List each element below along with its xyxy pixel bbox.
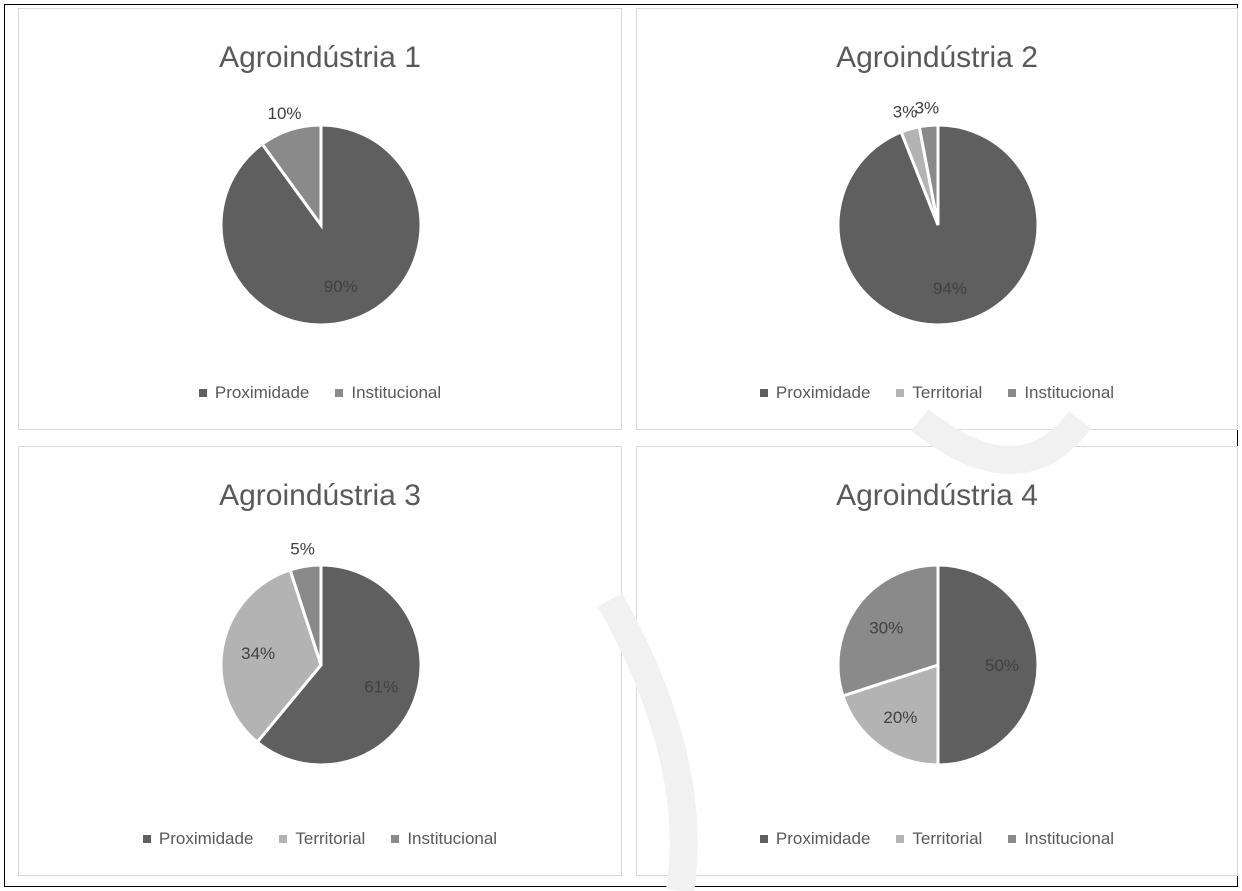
legend-swatch bbox=[896, 389, 905, 397]
legend-label: Proximidade bbox=[775, 383, 871, 402]
legend-swatch bbox=[896, 835, 905, 843]
pie-slice-territorial bbox=[841, 662, 940, 767]
chart-title: Agroindústria 2 bbox=[836, 41, 1038, 74]
chart-panel-agroindustria-2: Agroindústria 2 94% 3% 3% Proximidade Terri… bbox=[636, 8, 1238, 430]
legend-label: Proximidade bbox=[158, 829, 254, 848]
pie-slice-institucional bbox=[917, 123, 940, 226]
legend-item-institucional: Institucional bbox=[391, 829, 497, 849]
pie-chart: 50% 20% 30% bbox=[836, 563, 1040, 767]
legend-label: Institucional bbox=[1024, 829, 1115, 848]
legend-label: Territorial bbox=[295, 829, 366, 848]
data-label-institucional: 10% bbox=[268, 104, 302, 123]
legend-swatch bbox=[198, 389, 207, 397]
legend-label: Institucional bbox=[407, 829, 498, 848]
pie-slice-institucional bbox=[260, 123, 323, 230]
legend-item-territorial: Territorial bbox=[896, 383, 982, 403]
pie-chart: 90% 10% bbox=[219, 104, 423, 327]
legend: Proximidade Territorial Institucional bbox=[19, 828, 621, 849]
legend-item-proximidade: Proximidade bbox=[759, 383, 871, 403]
legend-item-proximidade: Proximidade bbox=[142, 829, 254, 849]
pie-chart: 94% 3%3% bbox=[836, 99, 1040, 327]
pie-slice-proximidade bbox=[936, 563, 1040, 767]
legend-item-institucional: Institucional bbox=[1008, 383, 1114, 403]
chart-title: Agroindústria 3 bbox=[219, 479, 421, 512]
legend-item-institucional: Institucional bbox=[335, 383, 441, 403]
legend-label: Territorial bbox=[912, 829, 983, 848]
data-label-institucional: 30% bbox=[869, 618, 903, 637]
data-label-territorial: 3% bbox=[893, 103, 918, 122]
legend: Proximidade Territorial Institucional bbox=[637, 828, 1237, 849]
legend-swatch bbox=[391, 835, 400, 843]
pie-chart: 61% 34% 5% bbox=[219, 539, 423, 767]
legend-label: Territorial bbox=[912, 383, 983, 402]
legend-swatch bbox=[142, 835, 151, 843]
legend-label: Institucional bbox=[351, 383, 442, 402]
pie-slice-institucional bbox=[836, 563, 940, 698]
legend-swatch bbox=[335, 389, 344, 397]
chart-title: Agroindústria 4 bbox=[836, 479, 1038, 512]
legend-swatch bbox=[759, 835, 768, 843]
chart-title: Agroindústria 1 bbox=[219, 41, 421, 74]
legend-item-institucional: Institucional bbox=[1008, 829, 1114, 849]
legend: Proximidade Institucional bbox=[19, 382, 621, 403]
pie-slice-territorial bbox=[219, 568, 323, 745]
chart-panel-agroindustria-1: Agroindústria 1 90% 10% Proximidade Instit… bbox=[18, 8, 622, 430]
data-label-territorial: 34% bbox=[241, 644, 275, 663]
legend-label: Proximidade bbox=[214, 383, 310, 402]
chart-panel-agroindustria-4: Agroindústria 4 50% 20% 30% Proximidade Ter… bbox=[636, 446, 1238, 876]
legend-swatch bbox=[1008, 389, 1017, 397]
chart-panel-agroindustria-3: Agroindústria 3 61% 34% 5% Proximidade Terr… bbox=[18, 446, 622, 876]
data-label-institucional: 3% bbox=[915, 99, 940, 118]
data-label-proximidade: 90% bbox=[324, 277, 358, 296]
data-label-proximidade: 50% bbox=[985, 656, 1019, 675]
pie-slice-proximidade bbox=[255, 563, 423, 767]
legend-swatch bbox=[1008, 835, 1017, 843]
legend-item-territorial: Territorial bbox=[896, 829, 982, 849]
legend-item-proximidade: Proximidade bbox=[198, 383, 310, 403]
legend: Proximidade Territorial Institucional bbox=[637, 382, 1237, 403]
legend-item-territorial: Territorial bbox=[279, 829, 365, 849]
pie-slice-institucional bbox=[288, 563, 323, 666]
legend-label: Proximidade bbox=[775, 829, 871, 848]
data-label-institucional: 5% bbox=[290, 539, 315, 558]
data-label-proximidade: 61% bbox=[364, 678, 398, 697]
legend-item-proximidade: Proximidade bbox=[759, 829, 871, 849]
data-label-territorial: 20% bbox=[883, 708, 917, 727]
legend-label: Institucional bbox=[1024, 383, 1115, 402]
legend-swatch bbox=[759, 389, 768, 397]
legend-swatch bbox=[279, 835, 288, 843]
data-label-proximidade: 94% bbox=[933, 279, 967, 298]
